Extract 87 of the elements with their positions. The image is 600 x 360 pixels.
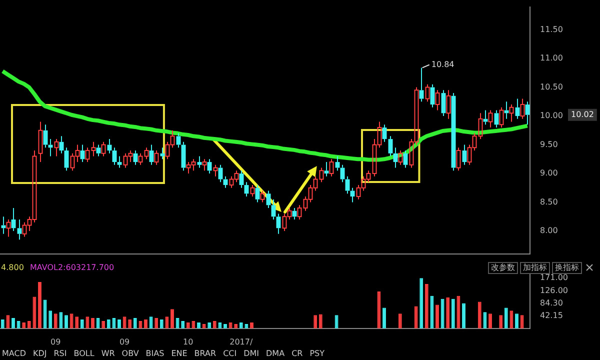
text: BRAR xyxy=(194,349,216,358)
candlestick xyxy=(80,144,85,163)
candlestick xyxy=(451,92,456,172)
candlestick xyxy=(266,190,271,209)
candlestick xyxy=(350,187,355,203)
candlestick xyxy=(525,101,530,126)
text: CR xyxy=(292,349,303,358)
candlestick xyxy=(515,98,520,120)
text: KDJ xyxy=(32,349,47,358)
candlestick xyxy=(160,147,165,160)
candlestick xyxy=(430,84,435,108)
candlestick xyxy=(483,110,488,126)
y-tick-label: 10.50 xyxy=(540,82,563,92)
candlestick xyxy=(223,176,228,188)
text: DMI xyxy=(244,349,260,358)
candlestick xyxy=(292,208,297,220)
text: MAVOL2:603217.700 xyxy=(30,263,114,272)
candlestick xyxy=(133,150,138,166)
candlestick xyxy=(382,124,387,142)
candlestick xyxy=(96,144,101,157)
candlestick xyxy=(419,67,424,102)
candlestick xyxy=(59,136,64,154)
text: OBV xyxy=(122,349,139,358)
candlestick xyxy=(403,150,408,168)
candlestick xyxy=(345,176,350,194)
x-tick-label: 09 xyxy=(50,337,61,346)
annotation: 10.84 xyxy=(431,60,454,69)
candlestick xyxy=(255,184,260,203)
text: 4.800 xyxy=(1,263,24,272)
text: BIAS xyxy=(146,349,164,358)
y-tick-label: 11.00 xyxy=(540,54,563,63)
x-tick-label: 10 xyxy=(183,337,194,346)
text: RSI xyxy=(54,349,67,358)
text: DMA xyxy=(266,349,285,358)
candlestick xyxy=(335,156,340,172)
x-tick-label: 09 xyxy=(119,337,130,346)
candlestick xyxy=(324,162,329,177)
candlestick xyxy=(276,213,281,234)
y-tick-label: 9.00 xyxy=(540,168,558,178)
text: MACD xyxy=(2,349,26,358)
text: PSY xyxy=(310,349,325,358)
y-tick-label: 9.50 xyxy=(540,140,558,149)
text: 改参数 xyxy=(488,262,518,274)
candlestick xyxy=(17,219,22,240)
candlestick xyxy=(462,144,467,166)
y-tick-label: 126.00 xyxy=(540,286,568,296)
y-tick-label: 10.00 xyxy=(540,111,563,120)
y-tick-label: 171.00 xyxy=(540,272,568,282)
y-tick-label: 8.50 xyxy=(540,197,558,206)
candlestick xyxy=(340,164,345,183)
candlestick xyxy=(435,90,440,111)
candlestick xyxy=(509,104,514,122)
candlestick xyxy=(11,208,16,232)
text: 加指标 xyxy=(520,262,550,274)
candlestick xyxy=(494,110,499,128)
candlestick xyxy=(271,198,276,220)
candlestick xyxy=(181,141,186,172)
y-tick-label: 11.50 xyxy=(540,24,563,34)
candlestick xyxy=(446,90,451,120)
text: BOLL xyxy=(74,349,94,358)
candlestick xyxy=(388,136,393,157)
text: WR xyxy=(101,349,115,358)
y-tick-label: 8.00 xyxy=(540,226,558,236)
candlestick xyxy=(112,147,117,166)
y-tick-label: 84.30 xyxy=(540,298,563,308)
candlestick xyxy=(64,147,69,172)
candlestick xyxy=(393,147,398,168)
text: ENE xyxy=(171,349,188,358)
candlestick xyxy=(6,219,11,238)
candlestick xyxy=(43,124,48,148)
candlestick xyxy=(218,164,223,183)
x-tick-label: 2017/ xyxy=(230,337,253,346)
candlestick xyxy=(197,156,202,168)
candlestick xyxy=(213,164,218,177)
text: CCI xyxy=(223,349,237,358)
candlestick xyxy=(107,138,112,154)
candlestick xyxy=(54,138,59,157)
candlestick xyxy=(117,156,122,168)
candlestick xyxy=(441,90,446,117)
candlestick xyxy=(38,121,43,163)
candlestick xyxy=(239,170,244,188)
y-tick-label: 42.15 xyxy=(540,311,563,320)
candlestick xyxy=(207,158,212,174)
candlestick xyxy=(244,182,249,198)
text: 10.02 xyxy=(571,110,594,119)
text: 换指标 xyxy=(552,262,582,274)
candlestick xyxy=(149,144,154,166)
